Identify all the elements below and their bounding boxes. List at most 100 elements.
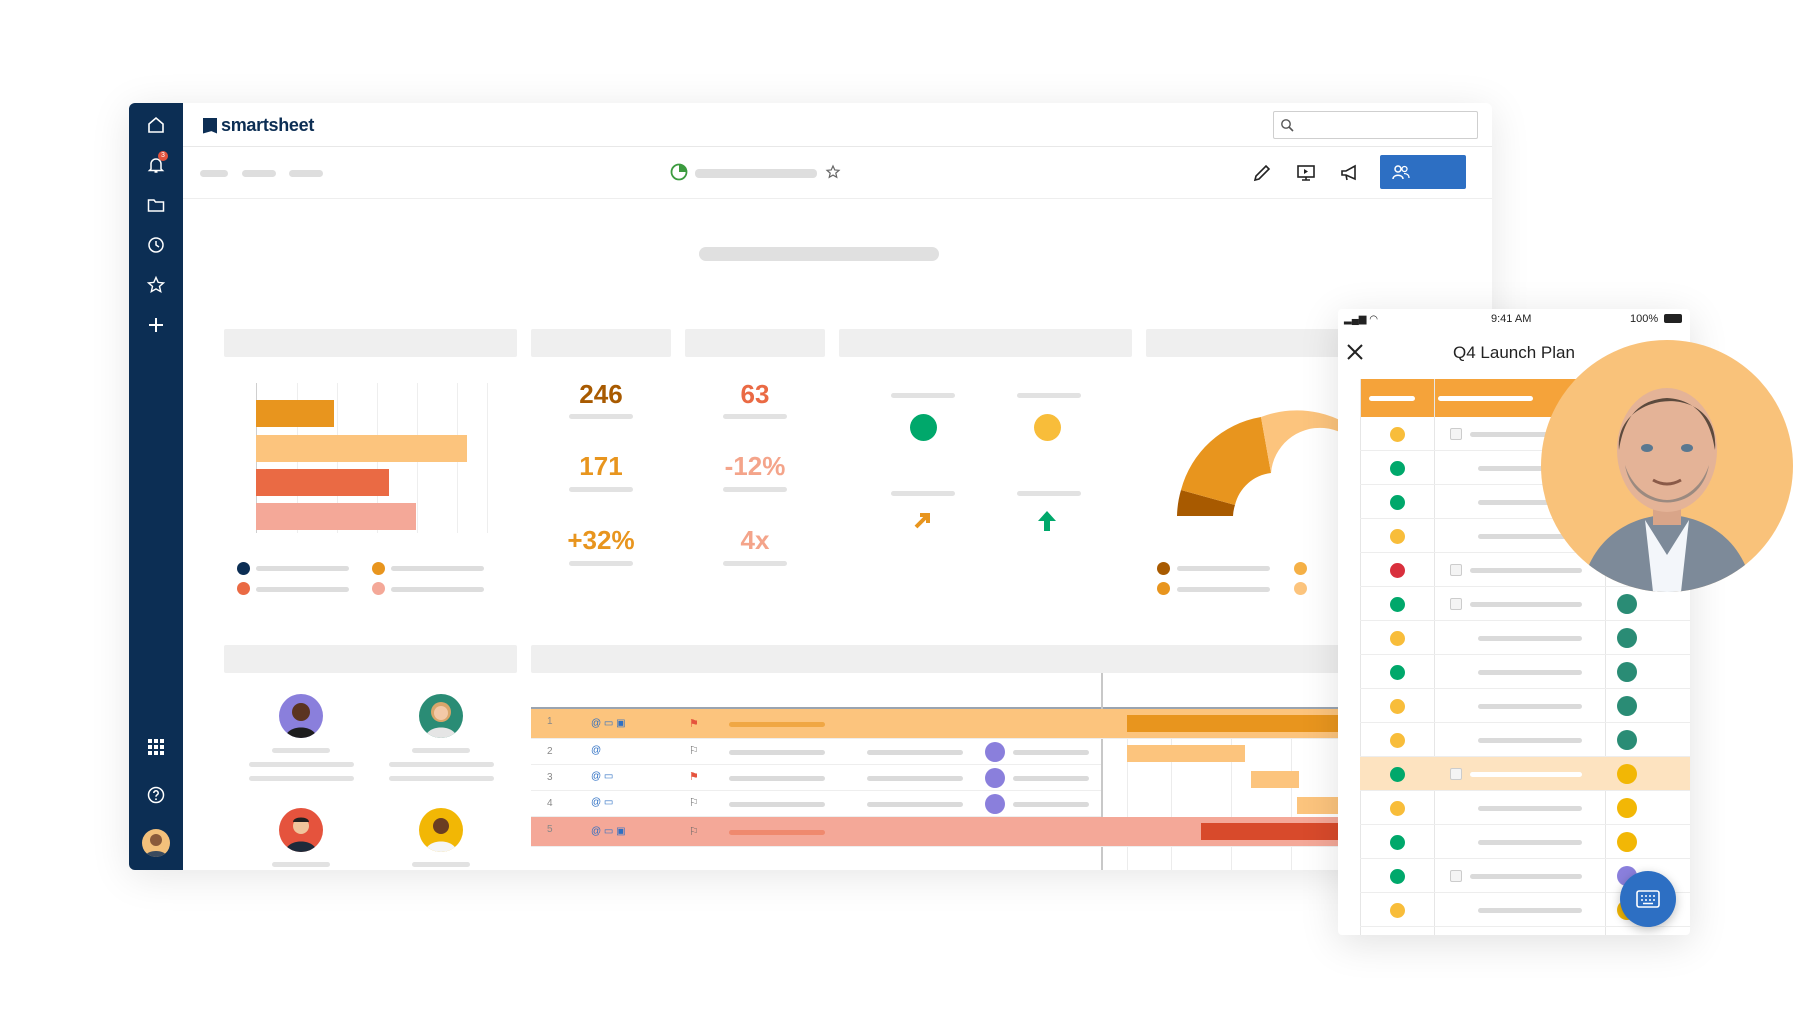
flag-icon[interactable]: ⚑	[689, 718, 699, 730]
home-icon[interactable]	[144, 113, 168, 137]
assignee-avatar	[985, 768, 1005, 788]
search-input[interactable]	[1273, 111, 1478, 139]
status-time: 9:41 AM	[1491, 313, 1532, 325]
table-row[interactable]: 3 @ ▭ ⚑	[531, 765, 1101, 791]
phone-table-row[interactable]	[1360, 723, 1690, 757]
flag-icon[interactable]: ⚑	[689, 771, 699, 783]
table-row[interactable]: 4 @ ▭ ⚐	[531, 791, 1101, 817]
assignee-avatar	[1617, 798, 1637, 818]
flag-icon[interactable]: ⚐	[689, 745, 699, 757]
keyboard-icon	[1636, 890, 1660, 908]
phone-table-row[interactable]	[1360, 417, 1690, 451]
close-icon[interactable]	[1344, 341, 1366, 363]
user-avatar[interactable]	[142, 829, 170, 857]
phone-table-row[interactable]	[1360, 757, 1690, 791]
clock-icon[interactable]	[144, 233, 168, 257]
folder-icon[interactable]	[144, 193, 168, 217]
gantt-bar[interactable]	[1127, 745, 1245, 762]
gantt-bar[interactable]	[1251, 771, 1299, 788]
collapse-toggle-icon[interactable]	[1450, 564, 1462, 576]
sheet-title: Q4 Launch Plan	[1453, 343, 1575, 362]
star-icon[interactable]	[144, 273, 168, 297]
bar-3[interactable]	[256, 469, 389, 496]
signal-wifi-icon: ▂▄▆ ◠	[1344, 314, 1378, 325]
attachment-icon[interactable]: @ ▭ ▣	[591, 718, 626, 729]
attachment-icon[interactable]: @ ▭ ▣	[591, 826, 626, 837]
row-status-dot	[1390, 903, 1405, 918]
row-status-dot	[1390, 563, 1405, 578]
metric-value: 4x	[740, 525, 770, 555]
phone-table-row[interactable]	[1360, 859, 1690, 893]
dashboard-heading-placeholder	[699, 247, 939, 261]
flag-icon[interactable]: ⚐	[689, 797, 699, 809]
row-status-dot	[1390, 835, 1405, 850]
gantt-splitter[interactable]	[1101, 673, 1103, 870]
breadcrumb-placeholder[interactable]	[242, 170, 276, 177]
widget-header	[531, 645, 1492, 673]
keyboard-fab-button[interactable]	[1620, 871, 1676, 927]
brand-logo[interactable]: smartsheet	[203, 115, 314, 136]
phone-table-row[interactable]	[1360, 689, 1690, 723]
row-status-dot	[1390, 495, 1405, 510]
person-portrait	[1541, 340, 1793, 592]
team-member-avatar[interactable]	[279, 808, 323, 852]
metric-value: 171	[579, 451, 623, 481]
phone-table-row[interactable]	[1360, 791, 1690, 825]
bar-1[interactable]	[256, 400, 334, 427]
people-icon	[1392, 165, 1410, 180]
phone-table-row[interactable]	[1360, 485, 1690, 519]
battery-icon	[1664, 314, 1682, 323]
flag-icon[interactable]: ⚐	[689, 826, 699, 838]
row-status-dot	[1390, 733, 1405, 748]
breadcrumb-placeholder[interactable]	[200, 170, 228, 177]
phone-table-row[interactable]	[1360, 621, 1690, 655]
desktop-window: 3	[129, 103, 1492, 870]
share-button[interactable]	[1380, 155, 1466, 189]
row-status-dot	[1390, 665, 1405, 680]
help-icon[interactable]	[144, 783, 168, 807]
brand-name: smartsheet	[221, 115, 315, 135]
apps-grid-icon[interactable]	[144, 735, 168, 759]
phone-table-row[interactable]	[1360, 451, 1690, 485]
row-status-dot	[1390, 699, 1405, 714]
team-member-avatar[interactable]	[419, 808, 463, 852]
bell-icon[interactable]: 3	[144, 151, 168, 177]
breadcrumb-placeholder[interactable]	[289, 170, 323, 177]
favorite-star-icon[interactable]	[825, 164, 841, 180]
phone-table-row[interactable]	[1360, 655, 1690, 689]
phone-table-row[interactable]	[1360, 587, 1690, 621]
phone-table-row[interactable]	[1360, 825, 1690, 859]
assignee-avatar	[1617, 832, 1637, 852]
edit-pencil-icon[interactable]	[1250, 161, 1274, 185]
table-row[interactable]: 2 @ ⚐	[531, 739, 1101, 765]
attachment-icon[interactable]: @ ▭	[591, 771, 614, 782]
row-status-dot	[1390, 597, 1405, 612]
team-member-avatar[interactable]	[279, 694, 323, 738]
megaphone-icon[interactable]	[1338, 161, 1362, 185]
phone-status-bar: ▂▄▆ ◠ 9:41 AM 100%	[1338, 309, 1690, 329]
collapse-toggle-icon[interactable]	[1450, 598, 1462, 610]
metric-value: +32%	[567, 525, 635, 555]
trend-up-right-arrow-icon	[914, 513, 930, 529]
assignee-avatar	[1617, 696, 1637, 716]
yellow-status-dot	[1034, 414, 1061, 441]
collapse-toggle-icon[interactable]	[1450, 428, 1462, 440]
plus-icon[interactable]	[144, 313, 168, 337]
assignee-avatar	[1617, 628, 1637, 648]
present-icon[interactable]	[1294, 161, 1318, 185]
phone-table-row[interactable]	[1360, 519, 1690, 553]
team-member-avatar[interactable]	[419, 694, 463, 738]
search-icon	[1281, 119, 1294, 132]
phone-table-row[interactable]	[1360, 553, 1690, 587]
gantt-column-header	[531, 673, 1492, 709]
bar-2[interactable]	[256, 435, 467, 462]
toolbar	[183, 147, 1492, 199]
row-status-dot	[1390, 801, 1405, 816]
assignee-avatar	[985, 742, 1005, 762]
collapse-toggle-icon[interactable]	[1450, 870, 1462, 882]
collapse-toggle-icon[interactable]	[1450, 768, 1462, 780]
attachment-icon[interactable]: @ ▭	[591, 797, 614, 808]
attachment-icon[interactable]: @	[591, 745, 602, 756]
bar-4[interactable]	[256, 503, 416, 530]
